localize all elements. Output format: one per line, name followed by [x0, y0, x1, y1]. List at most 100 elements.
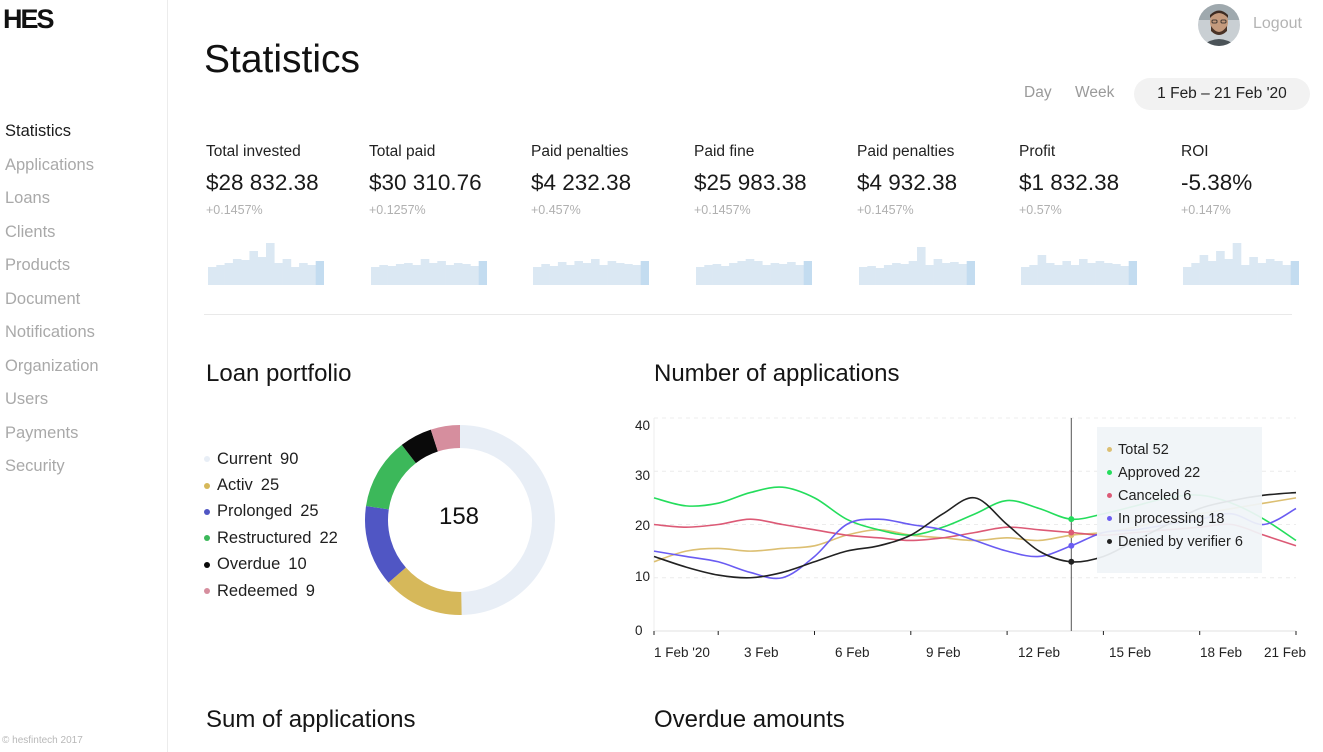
- sparkline-bar: [883, 265, 893, 285]
- sparkline-bar: [966, 261, 975, 285]
- sparkline-bar: [778, 264, 788, 285]
- sidebar-item-clients[interactable]: Clients: [5, 222, 56, 241]
- avatar[interactable]: [1198, 4, 1240, 46]
- y-tick-label: 30: [635, 468, 650, 483]
- sparkline-bar: [1128, 261, 1137, 285]
- sidebar-nav: Statistics Applications Loans Clients Pr…: [5, 118, 99, 487]
- sidebar: HES Statistics Applications Loans Client…: [0, 0, 168, 752]
- sparkline-bar: [274, 263, 283, 285]
- sparkline-bar: [1241, 265, 1250, 285]
- sparkline-bar: [729, 263, 738, 285]
- period-day-button[interactable]: Day: [1024, 84, 1052, 101]
- stat-sparkline: [1021, 255, 1137, 285]
- stat-value: $28 832.38: [206, 170, 319, 195]
- stat-change: +0.1457%: [857, 203, 914, 217]
- sidebar-item-statistics[interactable]: Statistics: [5, 122, 72, 140]
- date-range-picker[interactable]: 1 Feb – 21 Feb '20: [1134, 78, 1310, 110]
- app-logo[interactable]: HES: [3, 4, 55, 34]
- sparkline-bar: [541, 264, 550, 285]
- sparkline-bar: [737, 261, 746, 285]
- stat-label: Paid penalties: [531, 143, 629, 160]
- sparkline-bar: [712, 264, 722, 285]
- cursor-point-approved: [1068, 516, 1075, 523]
- sparkline-bar: [1029, 265, 1038, 285]
- sparkline-bar: [1120, 266, 1129, 285]
- sparkline-bar: [1274, 261, 1283, 285]
- period-week-button[interactable]: Week: [1075, 84, 1115, 101]
- stat-change: +0.1457%: [206, 203, 263, 217]
- sidebar-item-products[interactable]: Products: [5, 256, 71, 274]
- sparkline-bar: [470, 266, 479, 285]
- sparkline-bar: [412, 265, 421, 285]
- sparkline-bar: [1045, 263, 1055, 285]
- y-tick-label: 0: [635, 623, 643, 638]
- sidebar-item-users[interactable]: Users: [5, 390, 49, 408]
- page-title: Statistics: [204, 38, 361, 81]
- sidebar-item-payments[interactable]: Payments: [5, 423, 79, 442]
- legend-item-current[interactable]: Current 90: [204, 446, 338, 472]
- tooltip-label: Denied by verifier 6: [1118, 533, 1243, 550]
- legend-item-overdue[interactable]: Overdue 10: [204, 552, 338, 578]
- legend-value: 25: [260, 476, 280, 495]
- sparkline-bar: [640, 261, 649, 285]
- stat-sparkline: [533, 259, 649, 285]
- overdue-amounts-title: Overdue amounts: [654, 706, 845, 733]
- sparkline-bar: [1021, 267, 1030, 285]
- sidebar-item-security[interactable]: Security: [5, 457, 65, 475]
- sparkline-bar: [1183, 267, 1192, 285]
- sparkline-bar: [282, 259, 292, 285]
- legend-value: 10: [288, 555, 307, 574]
- logout-link[interactable]: Logout: [1253, 15, 1302, 32]
- stat-value: -5.38%: [1181, 170, 1253, 195]
- tooltip-label: Total 52: [1118, 441, 1169, 458]
- sparkline-bar: [437, 261, 446, 285]
- sparkline-bar: [574, 261, 583, 285]
- sparkline-bar: [591, 259, 600, 285]
- sparkline-bar: [1103, 263, 1113, 285]
- stat-sparkline: [1183, 243, 1299, 285]
- sparkline-bar: [371, 267, 380, 285]
- legend-item-restructured[interactable]: Restructured 22: [204, 525, 338, 551]
- sparkline-bar: [429, 263, 438, 285]
- sidebar-item-document[interactable]: Document: [5, 289, 81, 308]
- stat-paid-penalties: Paid penalties $4 232.38 +0.457%: [531, 143, 691, 285]
- sparkline-bar: [1191, 263, 1200, 285]
- cursor-point-in_processing: [1068, 542, 1075, 549]
- sparkline-bar: [859, 267, 868, 285]
- stat-sparkline: [208, 243, 324, 285]
- legend-dot: [204, 508, 210, 515]
- copyright-text: © hesfintech 2017: [2, 735, 83, 746]
- legend-item-prolonged[interactable]: Prolonged 25: [204, 499, 338, 525]
- sparkline-bar: [696, 267, 705, 285]
- stat-change: +0.147%: [1181, 203, 1231, 217]
- legend-value: 9: [305, 581, 315, 600]
- stats-divider: [204, 314, 1292, 315]
- legend-item-activ[interactable]: Activ 25: [204, 472, 338, 498]
- chart-tooltip: Total 52 Approved 22 Canceled 6 In proce…: [1097, 427, 1262, 573]
- legend-dot: [204, 561, 210, 568]
- stat-total-paid: Total paid $30 310.76 +0.1257%: [369, 143, 529, 285]
- tooltip-item-total: Total 52: [1107, 438, 1262, 461]
- sparkline-bar: [533, 267, 542, 285]
- sparkline-bar: [307, 265, 316, 285]
- sidebar-item-applications[interactable]: Applications: [5, 155, 94, 174]
- sidebar-item-loans[interactable]: Loans: [5, 189, 50, 207]
- donut-slice-redeemed: [430, 425, 460, 452]
- sparkline-bar: [216, 265, 225, 285]
- sparkline-bar: [241, 260, 250, 285]
- sparkline-bar: [266, 243, 275, 285]
- stat-change: +0.1257%: [369, 203, 426, 217]
- legend-item-redeemed[interactable]: Redeemed 9: [204, 578, 338, 604]
- sparkline-bar: [917, 247, 926, 285]
- stat-value: $1 832.38: [1019, 170, 1120, 195]
- stat-paid-penalties-2: Paid penalties $4 932.38 +0.1457%: [857, 143, 1017, 285]
- stat-label: Profit: [1019, 143, 1056, 160]
- stat-paid-fine: Paid fine $25 983.38 +0.1457%: [694, 143, 854, 285]
- loan-portfolio-legend: Current 90 Activ 25 Prolonged 25 Restructur…: [204, 446, 338, 604]
- sidebar-item-organization[interactable]: Organization: [5, 356, 99, 375]
- legend-dot: [204, 482, 210, 489]
- sparkline-bar: [754, 261, 763, 285]
- sparkline-bar: [208, 267, 217, 285]
- sparkline-bar: [795, 265, 804, 285]
- sidebar-item-notifications[interactable]: Notifications: [5, 323, 95, 341]
